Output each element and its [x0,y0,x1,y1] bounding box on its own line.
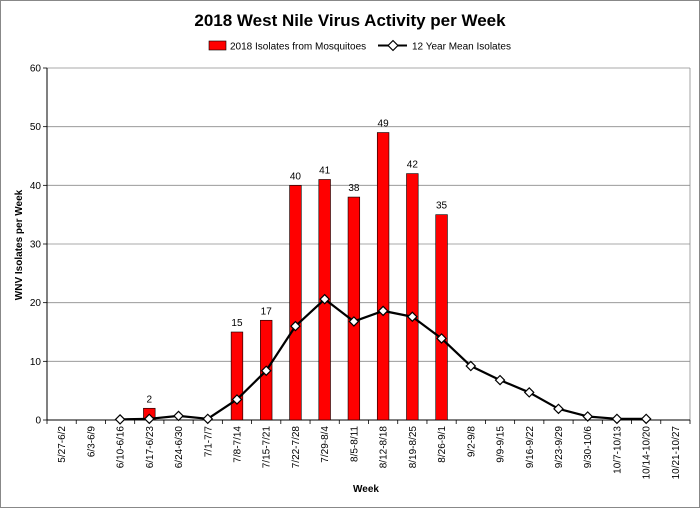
x-tick-label: 6/3-6/9 [86,426,97,458]
x-tick-label: 8/26-9/1 [437,426,448,463]
bar-data-label: 35 [436,201,448,212]
line-point [406,311,418,323]
x-tick-label: 7/1-7/7 [203,426,214,458]
line-point [553,403,564,415]
line-point [260,365,272,377]
x-tick-label: 10/14-10/20 [642,426,653,480]
line-point [494,374,506,386]
x-tick-label: 9/16-9/22 [525,426,536,469]
x-tick-label: 9/30-10/6 [583,426,594,469]
bar [347,196,361,421]
x-tick-label: 10/7-10/13 [612,426,623,474]
x-axis-title: Week [353,484,379,495]
x-tick-label: 7/8-7/14 [232,426,243,463]
y-tick-label: 40 [30,181,42,192]
x-tick-label: 7/22-7/28 [291,426,302,469]
line-point [231,394,243,405]
x-tick-label: 8/19-8/25 [408,426,419,469]
chart-title: 2018 West Nile Virus Activity per Week [194,11,506,30]
line-point [173,410,184,422]
y-axis-title: WNV Isolates per Week [14,189,25,300]
line-point [436,333,447,344]
x-tick-label: 8/12-8/18 [379,426,390,469]
y-tick-label: 10 [30,357,42,368]
bar-data-label: 49 [378,119,390,130]
x-tick-label: 7/15-7/21 [262,426,273,469]
bar [289,185,302,421]
line-point [290,320,301,332]
x-tick-label: 6/17-6/23 [145,426,156,469]
bar-data-label: 2 [147,394,153,405]
x-tick-label: 9/2-9/8 [466,426,477,458]
line-point [523,387,535,398]
x-tick-label: 6/10-6/16 [116,426,127,469]
x-tick-label: 10/21-10/27 [671,426,682,480]
bar-data-label: 42 [407,160,419,171]
line-point [377,305,389,317]
line-point [640,413,652,425]
plot-area: 0 10 20 30 40 50 60 5/27-6/2 6/3-6/9 6/10-6/16 6/1… [30,64,691,480]
line-point [143,413,155,425]
line-point [582,411,594,422]
y-tick-label: 60 [30,64,42,75]
x-tick-label: 8/5-8/11 [349,426,360,462]
line-point [319,293,331,305]
y-tick-label: 0 [35,416,41,427]
bar [435,214,448,421]
line-point [611,413,623,425]
line-point [114,414,126,425]
bar-data-label: 41 [319,165,331,176]
x-tick-label: 9/23-9/29 [554,426,565,469]
legend-line-marker [387,39,399,52]
bar-data-label: 40 [290,171,302,182]
bar-data-label: 17 [261,306,273,317]
legend-bar-label: 2018 Isolates from Mosquitoes [230,42,366,53]
legend: 2018 Isolates from Mosquitoes 12 Year Me… [208,39,511,53]
line-point [202,413,214,425]
x-tick-label: 5/27-6/2 [57,426,68,463]
x-tick-label: 9/9-9/15 [496,426,507,463]
line-point [348,316,360,327]
legend-line-label: 12 Year Mean Isolates [412,42,511,53]
bar-data-label: 15 [231,318,243,329]
bar-data-label: 38 [348,183,360,194]
y-tick-label: 30 [30,240,42,251]
y-tick-label: 20 [30,298,42,309]
line-point [465,360,477,372]
bar [376,132,390,421]
x-tick-label: 6/24-6/30 [174,426,185,469]
y-tick-label: 50 [30,122,42,133]
x-tick-label: 7/29-8/4 [320,426,331,463]
legend-bar-swatch [208,40,227,51]
bar [406,173,419,421]
bar [230,331,244,421]
